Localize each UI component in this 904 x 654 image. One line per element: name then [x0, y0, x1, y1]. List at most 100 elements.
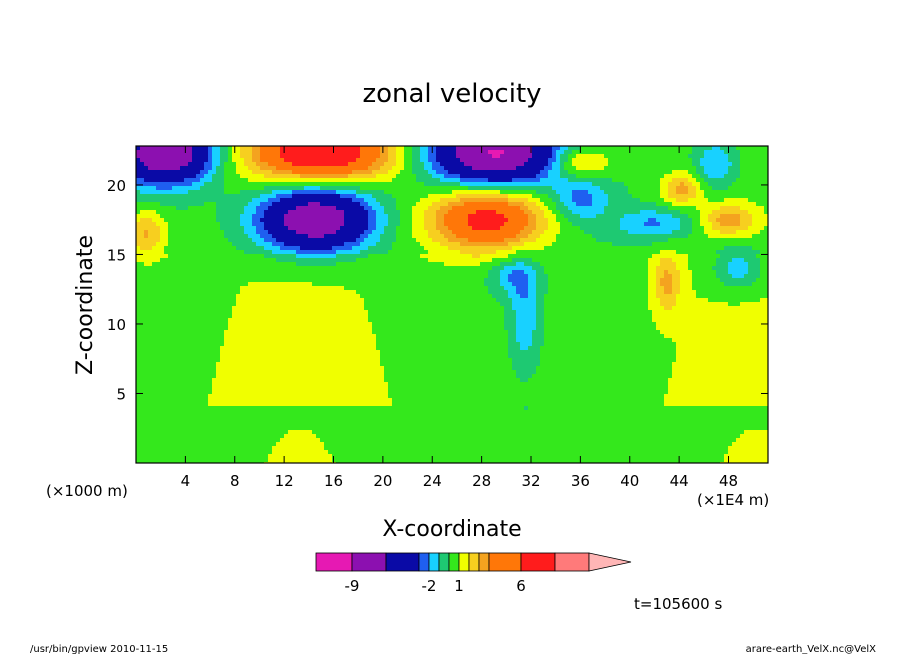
- contour-cell: [340, 226, 345, 231]
- contour-cell: [452, 146, 457, 151]
- contour-cell: [540, 234, 545, 239]
- contour-cell: [412, 158, 417, 163]
- contour-cell: [512, 162, 517, 167]
- contour-cell: [656, 230, 661, 235]
- contour-field: [136, 146, 768, 463]
- contour-cell: [672, 174, 677, 179]
- contour-cell: [256, 206, 261, 211]
- contour-cell: [436, 198, 441, 203]
- contour-cell: [728, 234, 733, 239]
- contour-cell: [540, 266, 545, 271]
- contour-cell: [500, 146, 505, 151]
- contour-cell: [472, 226, 477, 231]
- contour-cell: [320, 150, 325, 155]
- contour-cell: [756, 166, 761, 171]
- contour-cell: [680, 150, 685, 155]
- contour-cell: [300, 146, 305, 151]
- contour-cell: [512, 182, 517, 187]
- contour-cell: [320, 166, 325, 171]
- contour-cell: [560, 162, 565, 167]
- contour-cell: [752, 246, 757, 251]
- contour-cell: [492, 198, 497, 203]
- contour-cell: [740, 146, 745, 151]
- contour-cell: [280, 166, 285, 171]
- contour-cell: [168, 174, 173, 179]
- contour-cell: [296, 182, 301, 187]
- contour-cell: [288, 146, 293, 151]
- contour-cell: [460, 242, 465, 247]
- contour-cell: [492, 206, 497, 211]
- contour-cell: [264, 202, 269, 207]
- contour-cell: [284, 190, 289, 195]
- contour-cell: [544, 182, 549, 187]
- contour-cell: [292, 146, 297, 151]
- contour-cell: [692, 154, 697, 159]
- contour-cell: [736, 254, 741, 259]
- contour-cell: [704, 170, 709, 175]
- contour-cell: [440, 250, 445, 255]
- contour-cell: [600, 246, 605, 251]
- contour-cell: [424, 258, 429, 263]
- contour-cell: [652, 230, 657, 235]
- contour-cell: [380, 254, 385, 259]
- contour-cell: [456, 210, 461, 215]
- contour-cell: [612, 238, 617, 243]
- contour-cell: [284, 194, 289, 199]
- contour-cell: [316, 166, 321, 171]
- contour-cell: [160, 226, 165, 231]
- contour-cell: [328, 198, 333, 203]
- contour-cell: [708, 222, 713, 227]
- contour-cell: [528, 158, 533, 163]
- contour-cell: [688, 218, 693, 223]
- contour-cell: [552, 238, 557, 243]
- contour-cell: [680, 166, 685, 171]
- contour-cell: [552, 242, 557, 247]
- contour-cell: [620, 202, 625, 207]
- contour-cell: [292, 222, 297, 227]
- contour-cell: [336, 178, 341, 183]
- contour-cell: [316, 234, 321, 239]
- contour-cell: [268, 198, 273, 203]
- contour-cell: [308, 214, 313, 219]
- contour-cell: [708, 190, 713, 195]
- contour-cell: [532, 266, 537, 271]
- contour-cell: [340, 238, 345, 243]
- contour-cell: [168, 154, 173, 159]
- contour-cell: [480, 194, 485, 199]
- contour-cell: [512, 234, 517, 239]
- contour-cell: [148, 194, 153, 199]
- contour-cell: [156, 226, 161, 231]
- contour-cell: [472, 182, 477, 187]
- contour-cell: [684, 218, 689, 223]
- contour-cell: [168, 214, 173, 219]
- contour-cell: [204, 154, 209, 159]
- contour-cell: [412, 234, 417, 239]
- contour-cell: [448, 154, 453, 159]
- contour-cell: [568, 182, 573, 187]
- contour-cell: [456, 162, 461, 167]
- contour-cell: [612, 222, 617, 227]
- contour-cell: [268, 238, 273, 243]
- contour-cell: [560, 198, 565, 203]
- contour-cell: [364, 158, 369, 163]
- contour-cell: [564, 206, 569, 211]
- contour-cell: [480, 238, 485, 243]
- contour-cell: [476, 250, 481, 255]
- contour-cell: [752, 230, 757, 235]
- contour-cell: [312, 206, 317, 211]
- contour-cell: [396, 226, 401, 231]
- contour-cell: [276, 230, 281, 235]
- contour-cell: [220, 194, 225, 199]
- contour-cell: [676, 214, 681, 219]
- contour-cell: [748, 166, 753, 171]
- contour-cell: [288, 270, 293, 275]
- contour-cell: [344, 146, 349, 151]
- contour-cell: [728, 210, 733, 215]
- contour-cell: [616, 258, 621, 263]
- contour-cell: [652, 170, 657, 175]
- contour-cell: [424, 214, 429, 219]
- contour-cell: [432, 166, 437, 171]
- contour-cell: [252, 162, 257, 167]
- contour-cell: [160, 218, 165, 223]
- contour-cell: [576, 218, 581, 223]
